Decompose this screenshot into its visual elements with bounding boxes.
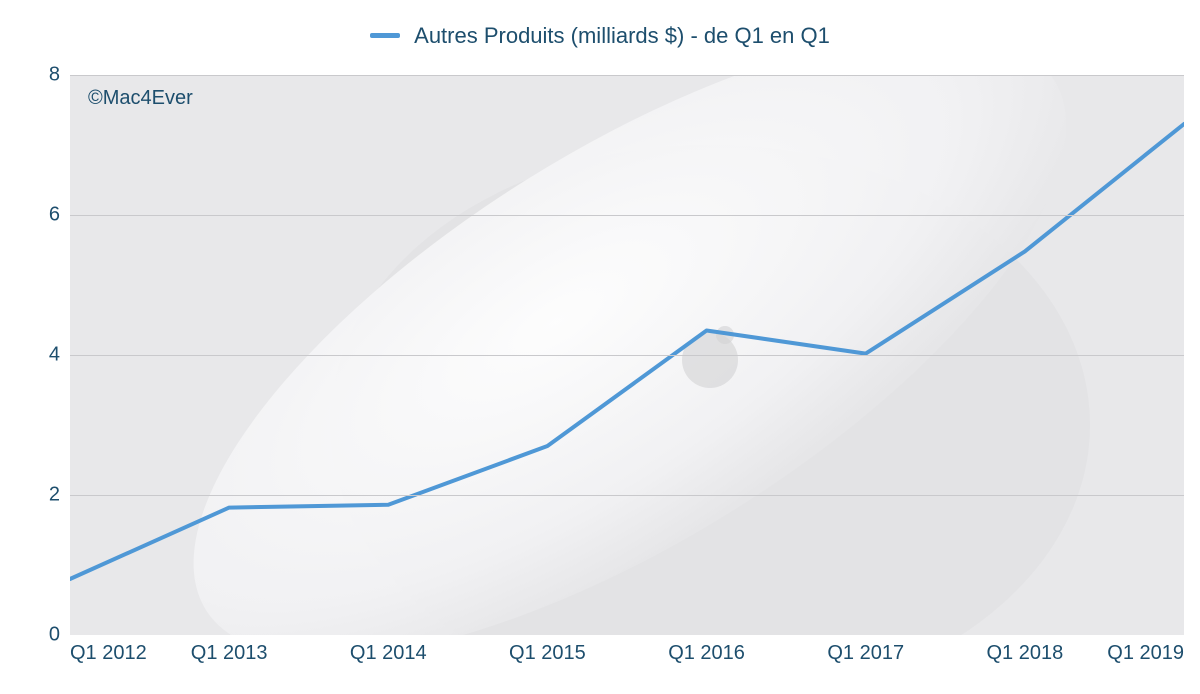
x-tick-label: Q1 2019 bbox=[1107, 642, 1184, 665]
x-tick-label: Q1 2015 bbox=[509, 642, 586, 665]
data-line bbox=[70, 124, 1184, 579]
chart-container: Autres Produits (milliards $) - de Q1 en… bbox=[0, 0, 1200, 694]
gridline bbox=[70, 75, 1184, 76]
legend-line-swatch bbox=[370, 33, 400, 38]
gridline bbox=[70, 215, 1184, 216]
legend-label: Autres Produits (milliards $) - de Q1 en… bbox=[414, 23, 830, 49]
x-tick-label: Q1 2016 bbox=[668, 642, 745, 665]
plot-area: ©Mac4Ever bbox=[70, 75, 1184, 635]
x-tick-label: Q1 2018 bbox=[986, 642, 1063, 665]
y-tick-label: 2 bbox=[0, 484, 60, 507]
y-tick-label: 6 bbox=[0, 204, 60, 227]
y-tick-label: 4 bbox=[0, 344, 60, 367]
watermark-text: ©Mac4Ever bbox=[88, 87, 193, 110]
x-tick-label: Q1 2012 bbox=[70, 642, 147, 665]
legend: Autres Produits (milliards $) - de Q1 en… bbox=[0, 18, 1200, 49]
x-tick-label: Q1 2017 bbox=[827, 642, 904, 665]
y-tick-label: 0 bbox=[0, 624, 60, 647]
gridline bbox=[70, 495, 1184, 496]
gridline bbox=[70, 355, 1184, 356]
x-tick-label: Q1 2013 bbox=[191, 642, 268, 665]
y-tick-label: 8 bbox=[0, 64, 60, 87]
x-tick-label: Q1 2014 bbox=[350, 642, 427, 665]
